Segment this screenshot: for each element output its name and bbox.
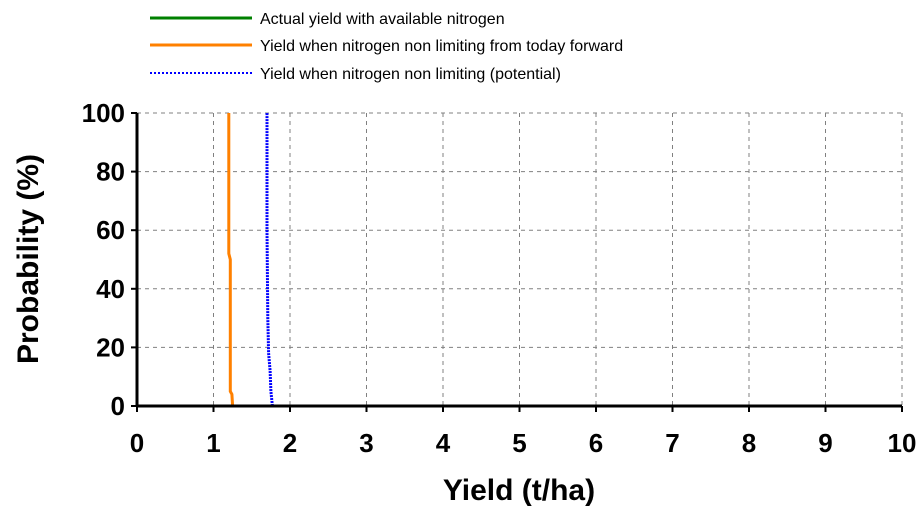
y-tick-label-20: 20 (96, 332, 125, 362)
grid (137, 112, 903, 406)
legend-entry-today-forward: Yield when nitrogen non limiting from to… (150, 38, 623, 55)
legend-label-today-forward: Yield when nitrogen non limiting from to… (260, 38, 623, 55)
y-tick-label-80: 80 (96, 157, 125, 187)
y-tick-label-60: 60 (96, 215, 125, 245)
y-tick-label-40: 40 (96, 274, 125, 304)
x-tick-label-2: 2 (283, 428, 297, 458)
x-tick-label-1: 1 (206, 428, 220, 458)
x-tick-label-9: 9 (818, 428, 832, 458)
x-tick-labels: 0 1 2 3 4 5 6 7 8 9 10 (130, 406, 917, 458)
legend-entry-potential: Yield when nitrogen non limiting (potent… (150, 66, 561, 83)
x-tick-label-6: 6 (589, 428, 603, 458)
y-tick-labels: 0 20 40 60 80 100 (82, 98, 137, 421)
y-axis-title: Probability (%) (12, 154, 45, 364)
x-tick-label-3: 3 (359, 428, 373, 458)
legend-label-potential: Yield when nitrogen non limiting (potent… (260, 66, 561, 83)
x-tick-label-5: 5 (512, 428, 526, 458)
legend-entry-actual: Actual yield with available nitrogen (150, 11, 505, 28)
y-tick-label-100: 100 (82, 98, 125, 128)
x-tick-label-10: 10 (888, 428, 917, 458)
legend: Actual yield with available nitrogen Yie… (150, 11, 623, 83)
series-line-2 (265, 113, 274, 407)
x-axis-title: Yield (t/ha) (443, 474, 595, 507)
x-tick-label-0: 0 (130, 428, 144, 458)
x-tick-label-8: 8 (742, 428, 756, 458)
legend-label-actual: Actual yield with available nitrogen (260, 11, 505, 28)
series-lines (227, 113, 274, 407)
x-tick-label-4: 4 (436, 428, 451, 458)
x-tick-label-7: 7 (665, 428, 679, 458)
y-tick-label-0: 0 (111, 391, 125, 421)
series-line-1 (227, 113, 235, 407)
